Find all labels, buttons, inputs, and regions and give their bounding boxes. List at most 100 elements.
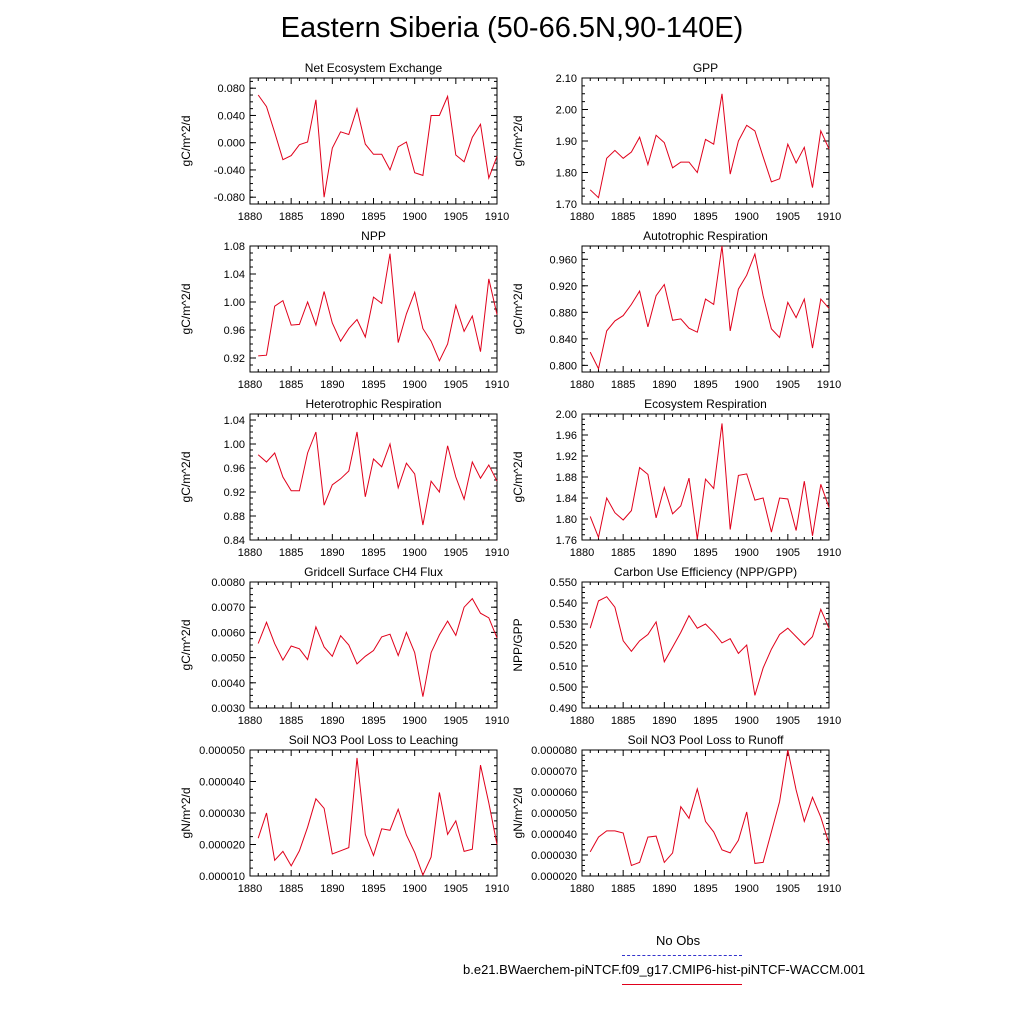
y-tick-label: 0.000020: [531, 871, 577, 883]
x-tick-label: 1885: [279, 211, 303, 223]
x-tick-label: 1905: [444, 547, 468, 559]
plot-frame: [249, 581, 498, 709]
plot-frame: [581, 413, 830, 541]
x-tick-label: 1900: [734, 883, 758, 895]
x-tick-label: 1895: [361, 715, 385, 727]
panel-4: Autotrophic Respiration gC/m^2/d 1880 1885 1…: [511, 229, 841, 391]
x-tick-label: 1890: [652, 547, 676, 559]
x-tick-label: 1880: [238, 547, 262, 559]
y-tick-label: 1.04: [224, 269, 245, 281]
y-axis-label: gC/m^2/d: [511, 284, 525, 335]
y-axis-label: gC/m^2/d: [179, 284, 193, 335]
x-tick-label: 1900: [402, 715, 426, 727]
x-tick-label: 1880: [570, 715, 594, 727]
y-tick-label: 0.500: [549, 682, 577, 694]
y-tick-label: 0.840: [549, 334, 577, 346]
y-tick-label: 1.70: [556, 199, 577, 211]
y-tick-label: 0.000060: [531, 787, 577, 799]
y-tick-label: 0.000: [217, 138, 245, 150]
x-tick-label: 1905: [444, 883, 468, 895]
x-tick-label: 1895: [693, 883, 717, 895]
x-tick-label: 1895: [361, 547, 385, 559]
x-tick-label: 1885: [611, 883, 635, 895]
panel-9: Soil NO3 Pool Loss to Leaching gN/m^2/d 18…: [179, 733, 509, 895]
x-tick-label: 1885: [611, 211, 635, 223]
y-tick-label: 0.0080: [211, 577, 245, 589]
x-tick-label: 1890: [652, 715, 676, 727]
x-tick-label: 1885: [279, 379, 303, 391]
y-tick-label: 0.530: [549, 619, 577, 631]
panel-title: Autotrophic Respiration: [643, 229, 768, 243]
y-tick-label: 0.040: [217, 110, 245, 122]
x-tick-label: 1910: [485, 211, 509, 223]
panel-2: GPP gC/m^2/d 1880 1885 1890 1895 1900 1905 1910 1…: [511, 61, 841, 223]
panel-title: Net Ecosystem Exchange: [305, 61, 443, 75]
x-tick-label: 1890: [652, 883, 676, 895]
x-tick-label: 1900: [734, 715, 758, 727]
series-line: [257, 597, 498, 697]
x-tick-label: 1905: [776, 547, 800, 559]
y-tick-label: 0.880: [549, 307, 577, 319]
plot-frame: [249, 749, 498, 877]
x-tick-label: 1910: [817, 379, 841, 391]
y-tick-label: 1.04: [224, 415, 245, 427]
panel-title: GPP: [693, 61, 718, 75]
x-tick-label: 1900: [734, 547, 758, 559]
x-tick-label: 1905: [444, 379, 468, 391]
panel-10: Soil NO3 Pool Loss to Runoff gN/m^2/d 1880…: [511, 733, 841, 895]
x-tick-label: 1900: [402, 547, 426, 559]
y-tick-label: 1.88: [556, 472, 577, 484]
panel-title: Ecosystem Respiration: [644, 397, 767, 411]
x-tick-label: 1905: [444, 715, 468, 727]
panel-5: Heterotrophic Respiration gC/m^2/d 1880 188…: [179, 397, 509, 559]
y-tick-label: 0.0070: [211, 602, 245, 614]
x-tick-label: 1880: [570, 547, 594, 559]
x-tick-label: 1910: [485, 547, 509, 559]
y-tick-label: 0.540: [549, 598, 577, 610]
x-tick-label: 1880: [238, 211, 262, 223]
y-tick-label: 0.88: [224, 511, 245, 523]
y-tick-label: 0.000020: [199, 840, 245, 852]
y-tick-label: 0.510: [549, 661, 577, 673]
x-tick-label: 1895: [693, 715, 717, 727]
y-tick-label: 2.00: [556, 409, 577, 421]
panel-3: NPP gC/m^2/d 1880 1885 1890 1895 1900 1905 1910 0…: [179, 229, 509, 391]
x-tick-label: 1885: [279, 547, 303, 559]
panel-title: Heterotrophic Respiration: [305, 397, 441, 411]
x-tick-label: 1890: [320, 547, 344, 559]
x-tick-label: 1910: [485, 715, 509, 727]
x-tick-label: 1905: [444, 211, 468, 223]
x-tick-label: 1890: [320, 715, 344, 727]
series-line: [589, 93, 830, 199]
x-tick-label: 1910: [817, 211, 841, 223]
series-line: [258, 253, 498, 363]
y-axis-label: gC/m^2/d: [179, 116, 193, 167]
y-tick-label: 2.00: [556, 105, 577, 117]
x-tick-label: 1910: [817, 547, 841, 559]
figure-title: Eastern Siberia (50-66.5N,90-140E): [280, 12, 744, 44]
panel-title: Gridcell Surface CH4 Flux: [304, 565, 443, 579]
y-tick-label: 0.000010: [199, 871, 245, 883]
y-tick-label: 0.000080: [531, 745, 577, 757]
x-tick-label: 1905: [776, 211, 800, 223]
y-tick-label: -0.040: [214, 165, 245, 177]
y-tick-label: 0.080: [217, 83, 245, 95]
panel-title: Soil NO3 Pool Loss to Runoff: [628, 733, 785, 747]
y-tick-label: 0.800: [549, 360, 577, 372]
y-tick-label: 0.550: [549, 577, 577, 589]
y-tick-label: 0.0060: [211, 627, 245, 639]
x-tick-label: 1885: [611, 715, 635, 727]
y-tick-label: 0.000050: [199, 745, 245, 757]
series-line: [589, 423, 830, 540]
y-tick-label: 1.96: [556, 430, 577, 442]
x-tick-label: 1890: [320, 379, 344, 391]
y-tick-label: 1.80: [556, 514, 577, 526]
x-tick-label: 1905: [776, 883, 800, 895]
x-tick-label: 1900: [734, 379, 758, 391]
y-axis-label: gC/m^2/d: [511, 452, 525, 503]
x-tick-label: 1880: [570, 379, 594, 391]
x-tick-label: 1910: [485, 883, 509, 895]
y-tick-label: 0.96: [224, 325, 245, 337]
x-tick-label: 1890: [320, 211, 344, 223]
x-tick-label: 1900: [402, 883, 426, 895]
